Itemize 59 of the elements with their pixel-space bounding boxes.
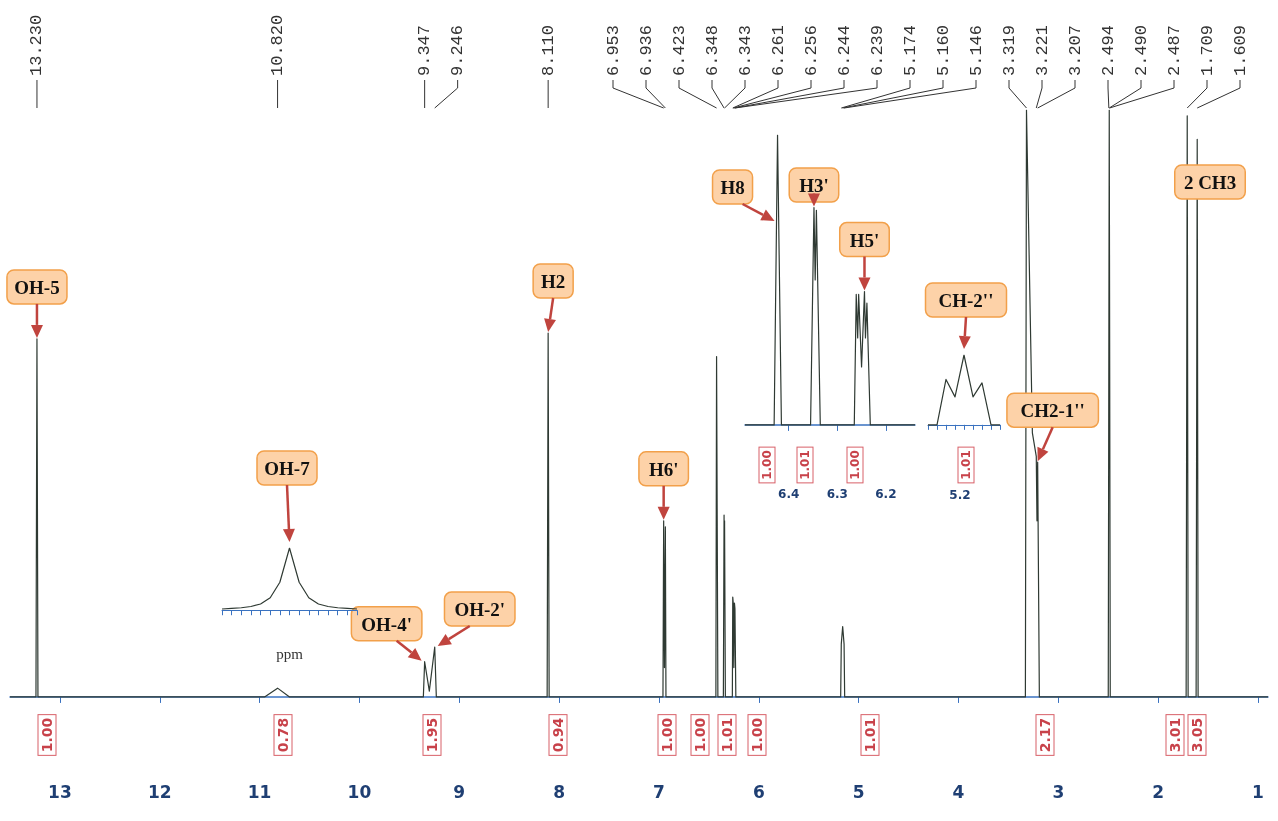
annotation: 1.01 — [798, 450, 812, 480]
annotation: 3.319 — [999, 24, 1019, 76]
annotation: 9.347 — [415, 24, 435, 76]
annotation: 5.160 — [933, 24, 953, 76]
annotation: H5' — [849, 229, 880, 251]
x-tick-label: 9 — [453, 781, 466, 802]
x-tick-label: 5 — [852, 781, 865, 802]
annotation: 13.230 — [27, 14, 47, 76]
annotation: 5.2 — [949, 488, 971, 502]
annotation: 6.343 — [735, 24, 755, 76]
x-axis-title: ppm — [276, 645, 304, 662]
x-tick-label: 12 — [147, 781, 172, 802]
x-tick-label: 6.2 — [875, 487, 897, 501]
annotation: H8 — [720, 177, 745, 198]
annotation: 1.00 — [760, 450, 774, 480]
x-tick-label: 4 — [952, 781, 965, 802]
x-tick-label: 6.3 — [826, 487, 848, 501]
annotation: OH-4' — [361, 613, 412, 635]
annotation: 6.244 — [834, 24, 854, 76]
annotation: 3.221 — [1032, 24, 1052, 76]
x-tick-label: 8 — [553, 781, 566, 802]
x-tick-label: 13 — [48, 781, 72, 802]
x-tick-label: 3 — [1052, 781, 1065, 802]
annotation: 6.348 — [702, 24, 722, 76]
annotation: OH-7 — [264, 458, 311, 479]
annotation: OH-5 — [14, 276, 60, 298]
annotation: 9.246 — [448, 24, 468, 76]
x-tick-label: 11 — [247, 781, 272, 802]
x-tick-label: 6 — [752, 781, 765, 802]
annotation: 1.609 — [1230, 24, 1250, 76]
annotation: H3' — [799, 175, 829, 196]
annotation: 6.256 — [801, 24, 821, 76]
annotation: 10.820 — [268, 14, 288, 76]
annotation: 1.01 — [959, 450, 973, 480]
annotation: 2.490 — [1131, 24, 1151, 76]
annotation: 3.207 — [1065, 24, 1085, 76]
annotation: 2.487 — [1164, 24, 1184, 76]
annotation: H6' — [648, 458, 679, 480]
annotation: 2.494 — [1098, 24, 1118, 76]
annotation: OH-2' — [454, 599, 506, 621]
annotation: 1.00 — [848, 450, 862, 480]
annotation: CH2-1'' — [1020, 400, 1085, 422]
annotation: 6.423 — [669, 24, 689, 76]
annotation: 2 CH3 — [1183, 172, 1237, 193]
annotation: 8.110 — [538, 24, 558, 76]
x-tick-label: 7 — [653, 781, 665, 802]
annotation: 5.146 — [966, 24, 986, 76]
annotation: 5.174 — [900, 24, 920, 76]
annotation: CH-2'' — [938, 290, 994, 311]
x-tick-label: 6.4 — [778, 487, 800, 501]
x-tick-label: 10 — [347, 781, 372, 802]
annotation: 1.709 — [1197, 24, 1217, 76]
annotation: 6.953 — [603, 24, 623, 76]
annotation: 6.261 — [768, 24, 788, 76]
annotation: H2 — [541, 271, 566, 293]
x-tick-label: 1 — [1252, 781, 1264, 802]
x-tick-label: 2 — [1152, 781, 1165, 802]
annotation: 6.936 — [636, 24, 656, 76]
annotation: 6.239 — [867, 24, 887, 76]
